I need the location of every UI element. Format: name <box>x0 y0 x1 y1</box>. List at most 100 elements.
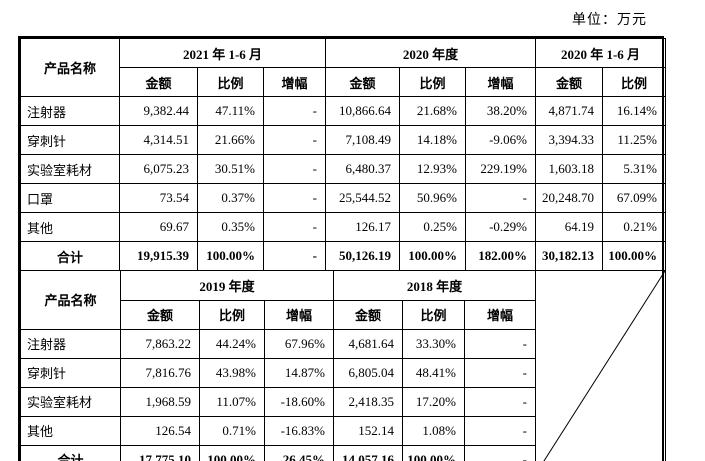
ratio-cell: 16.14% <box>602 96 667 126</box>
product-name-header: 产品名称 <box>20 271 121 330</box>
ratio-cell: 0.35% <box>197 212 264 242</box>
revenue-table-prior: 产品名称 2019 年度 2018 年度 金额 比例 增幅 金额 比例 增幅 注… <box>20 271 666 461</box>
amount-cell: 4,871.74 <box>535 96 604 126</box>
diagonal-line <box>536 271 665 461</box>
amount-cell: 152.14 <box>333 415 403 446</box>
period-header-2020: 2020 年度 <box>325 38 537 68</box>
ratio-cell: 21.68% <box>399 96 467 126</box>
ratio-cell: 100.00% <box>197 241 264 271</box>
amount-cell: 2,418.35 <box>333 386 403 417</box>
total-label: 合计 <box>20 444 121 461</box>
table-row: 实验室耗材 6,075.23 30.51% - 6,480.37 12.93% … <box>20 154 667 184</box>
unit-label: 单位：万元 <box>572 13 647 28</box>
growth-header: 增幅 <box>464 299 536 330</box>
ratio-header: 比例 <box>602 67 667 97</box>
amount-header: 金额 <box>333 299 403 330</box>
growth-cell: -0.29% <box>465 212 537 242</box>
amount-cell: 7,108.49 <box>325 125 401 155</box>
amount-cell: 10,866.64 <box>325 96 401 126</box>
ratio-cell: 17.20% <box>402 386 465 417</box>
total-label: 合计 <box>20 241 120 271</box>
ratio-cell: 100.00% <box>199 444 265 461</box>
growth-cell: 14.87% <box>264 357 334 388</box>
growth-cell: 26.45% <box>264 444 334 461</box>
ratio-cell: 100.00% <box>399 241 467 271</box>
ratio-cell: 0.25% <box>399 212 467 242</box>
growth-cell: 182.00% <box>465 241 537 271</box>
period-header-2021h1: 2021 年 1-6 月 <box>118 38 327 68</box>
growth-cell: - <box>464 328 536 359</box>
amount-cell: 1,968.59 <box>120 386 200 417</box>
group-header-row: 产品名称 2019 年度 2018 年度 <box>20 271 666 461</box>
ratio-header: 比例 <box>402 299 465 330</box>
growth-cell: -16.83% <box>264 415 334 446</box>
growth-header: 增幅 <box>465 67 537 97</box>
table-row: 注射器 7,863.22 44.24% 67.96% 4,681.64 33.3… <box>20 328 666 359</box>
ratio-cell: 50.96% <box>399 183 467 213</box>
group-header-row: 产品名称 2021 年 1-6 月 2020 年度 2020 年 1-6 月 <box>20 38 667 97</box>
amount-header: 金额 <box>119 67 198 97</box>
amount-header: 金额 <box>325 67 401 97</box>
growth-header: 增幅 <box>262 67 327 97</box>
ratio-cell: 0.37% <box>197 183 264 213</box>
growth-cell: - <box>262 212 327 242</box>
amount-cell: 20,248.70 <box>535 183 604 213</box>
amount-cell: 1,603.18 <box>535 154 604 184</box>
product-name-cell: 穿刺针 <box>20 125 120 155</box>
product-name-header: 产品名称 <box>20 38 120 97</box>
ratio-cell: 21.66% <box>197 125 264 155</box>
table-row: 实验室耗材 1,968.59 11.07% -18.60% 2,418.35 1… <box>20 386 666 417</box>
growth-cell: - <box>464 415 536 446</box>
amount-cell: 64.19 <box>535 212 604 242</box>
ratio-cell: 5.31% <box>602 154 667 184</box>
amount-cell: 7,816.76 <box>120 357 200 388</box>
amount-cell: 50,126.19 <box>325 241 401 271</box>
ratio-cell: 14.18% <box>399 125 467 155</box>
ratio-header: 比例 <box>197 67 264 97</box>
ratio-cell: 0.71% <box>199 415 265 446</box>
ratio-cell: 1.08% <box>402 415 465 446</box>
amount-cell: 7,863.22 <box>120 328 200 359</box>
amount-cell: 6,805.04 <box>333 357 403 388</box>
amount-cell: 3,394.33 <box>535 125 604 155</box>
growth-cell: - <box>262 241 327 271</box>
amount-cell: 19,915.39 <box>119 241 198 271</box>
ratio-cell: 12.93% <box>399 154 467 184</box>
period-header-2018: 2018 年度 <box>333 271 536 301</box>
product-name-cell: 注射器 <box>20 328 121 359</box>
amount-header: 金额 <box>535 67 604 97</box>
growth-header: 增幅 <box>264 299 334 330</box>
ratio-cell: 43.98% <box>199 357 265 388</box>
amount-cell: 9,382.44 <box>119 96 198 126</box>
ratio-cell: 67.09% <box>602 183 667 213</box>
amount-cell: 6,480.37 <box>325 154 401 184</box>
sub-header-row: 金额 比例 增幅 金额 比例 增幅 <box>21 299 666 330</box>
revenue-table-block: 产品名称 2021 年 1-6 月 2020 年度 2020 年 1-6 月 金… <box>18 36 667 461</box>
growth-cell: - <box>464 386 536 417</box>
growth-cell: - <box>262 96 327 126</box>
amount-cell: 14,057.16 <box>333 444 403 461</box>
product-name-cell: 其他 <box>20 415 121 446</box>
growth-cell: - <box>262 183 327 213</box>
table-row: 口罩 73.54 0.37% - 25,544.52 50.96% - 20,2… <box>20 183 667 213</box>
ratio-cell: 44.24% <box>199 328 265 359</box>
amount-header: 金额 <box>120 299 200 330</box>
amount-cell: 69.67 <box>119 212 198 242</box>
ratio-cell: 48.41% <box>402 357 465 388</box>
product-name-cell: 注射器 <box>20 96 120 126</box>
ratio-cell: 100.00% <box>402 444 465 461</box>
total-row: 合计 17,775.10 100.00% 26.45% 14,057.16 10… <box>20 444 666 461</box>
table-row: 穿刺针 4,314.51 21.66% - 7,108.49 14.18% -9… <box>20 125 667 155</box>
product-name-cell: 实验室耗材 <box>20 154 120 184</box>
period-header-2020h1: 2020 年 1-6 月 <box>535 38 667 68</box>
table-row: 注射器 9,382.44 47.11% - 10,866.64 21.68% 3… <box>20 96 667 126</box>
amount-cell: 4,314.51 <box>119 125 198 155</box>
ratio-cell: 33.30% <box>402 328 465 359</box>
ratio-cell: 30.51% <box>197 154 264 184</box>
amount-cell: 73.54 <box>119 183 198 213</box>
amount-cell: 25,544.52 <box>325 183 401 213</box>
growth-cell: - <box>262 154 327 184</box>
ratio-cell: 47.11% <box>197 96 264 126</box>
growth-cell: -18.60% <box>264 386 334 417</box>
